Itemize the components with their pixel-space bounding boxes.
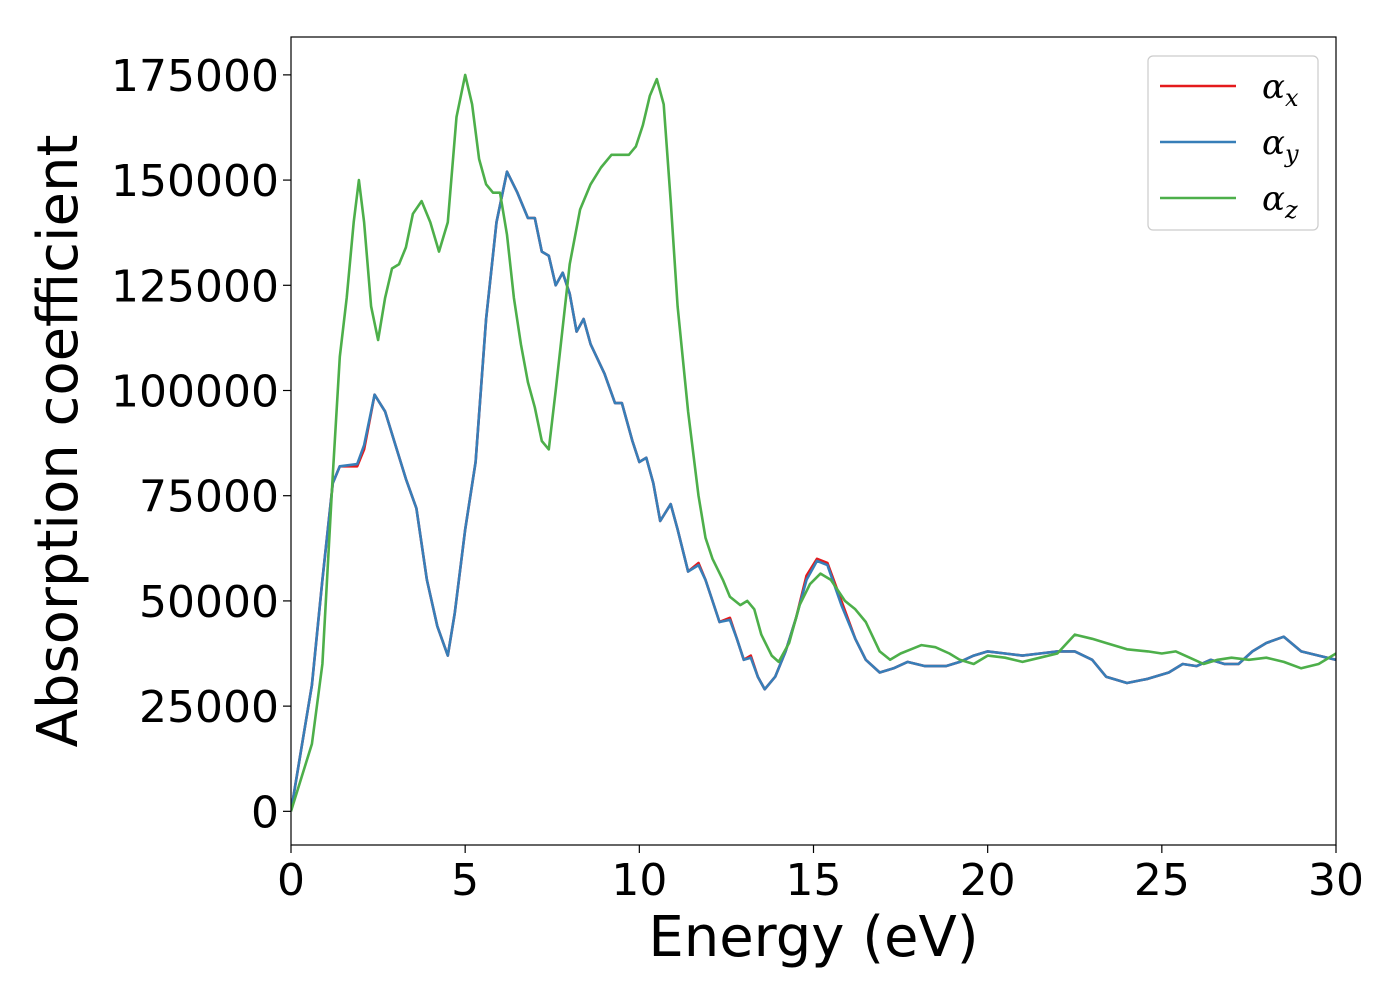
series-layer <box>291 73 1336 812</box>
x-tick-label: 30 <box>1308 855 1364 906</box>
y-tick-label: 25000 <box>139 682 279 733</box>
x-tick-label: 15 <box>786 855 842 906</box>
y-tick-label: 0 <box>251 787 279 838</box>
series-line-x <box>291 170 1336 812</box>
y-tick-label: 50000 <box>139 577 279 628</box>
y-tick-label: 125000 <box>111 261 279 312</box>
y-tick-label: 150000 <box>111 156 279 207</box>
y-axis-ticks: 0 25000 50000 75000 100000 125000 150000 175000 <box>111 51 291 838</box>
x-tick-label: 0 <box>277 855 305 906</box>
legend-label-y: αy <box>1262 123 1299 168</box>
x-tick-label: 25 <box>1134 855 1190 906</box>
x-axis-ticks: 0 5 10 15 20 25 30 <box>277 845 1364 906</box>
x-axis-title: Energy (eV) <box>648 905 978 970</box>
series-line-y <box>291 170 1336 812</box>
legend-label-z: αz <box>1262 179 1298 224</box>
x-tick-label: 10 <box>611 855 667 906</box>
y-tick-label: 175000 <box>111 51 279 102</box>
legend-label-x: αx <box>1262 67 1299 112</box>
legend: αx αy αz <box>1147 55 1319 231</box>
y-tick-label: 100000 <box>111 367 279 418</box>
x-tick-label: 20 <box>960 855 1016 906</box>
series-line-z <box>291 73 1336 812</box>
x-tick-label: 5 <box>451 855 479 906</box>
y-axis-title: Absorption coefficient <box>26 135 91 748</box>
y-tick-label: 75000 <box>139 472 279 523</box>
